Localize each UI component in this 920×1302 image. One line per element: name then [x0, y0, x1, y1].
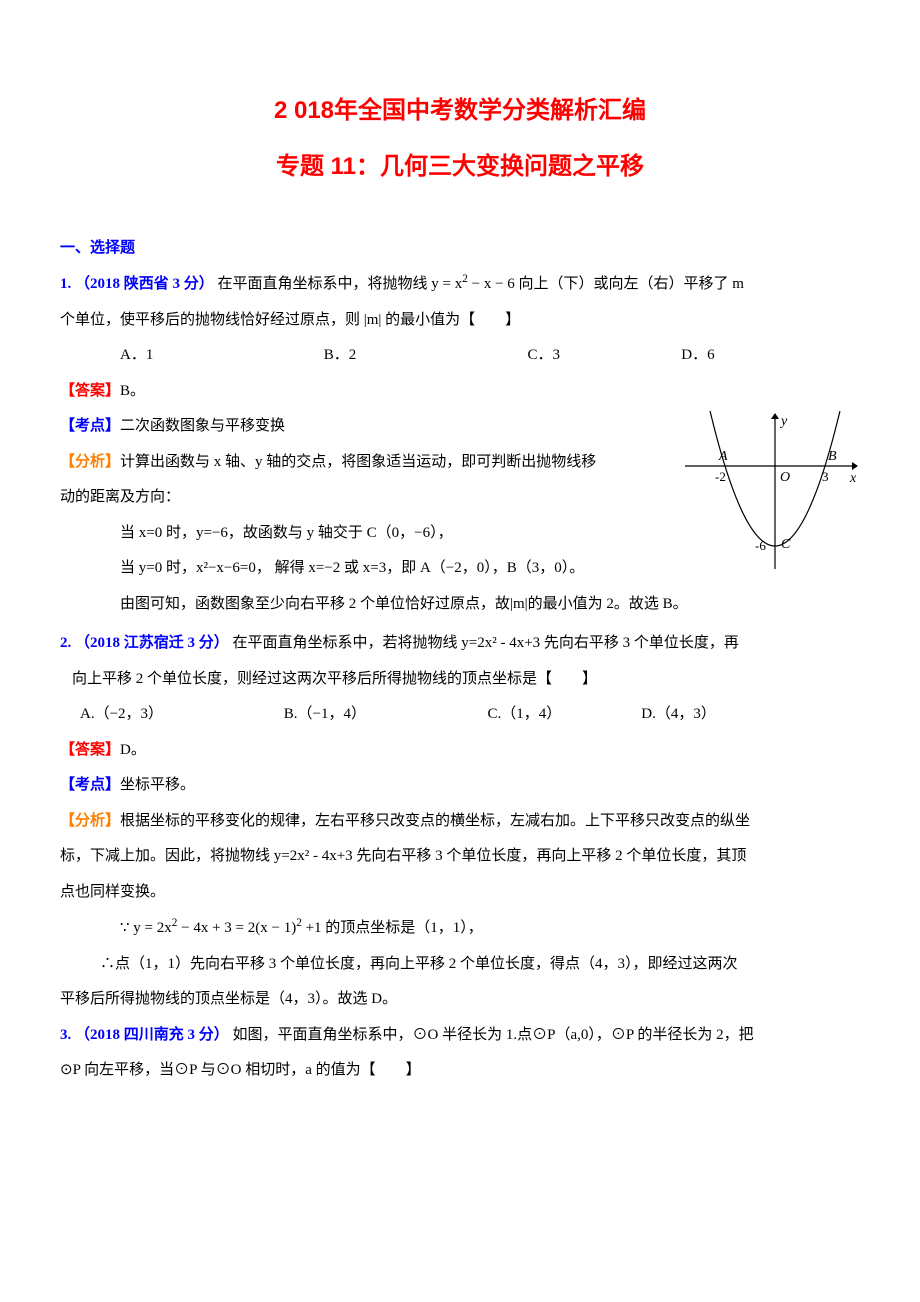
main-title-1: 2 018年全国中考数学分类解析汇编: [60, 86, 860, 136]
q2-opt-c: C.（1，4）: [488, 699, 638, 731]
q1-source: （2018 陕西省 3 分）: [75, 276, 214, 292]
svg-text:-6: -6: [755, 538, 766, 553]
q2-fx-l4b: − 4x + 3 = 2(x − 1): [177, 920, 296, 936]
kaodian-label: 【考点】: [60, 418, 120, 434]
q1-stem-line2: 个单位，使平移后的抛物线恰好经过原点，则 |m| 的最小值为【 】: [60, 305, 860, 337]
q2-stem-line2: 向上平移 2 个单位长度，则经过这两次平移后所得抛物线的顶点坐标是【 】: [60, 664, 860, 696]
q2-opt-a: A.（−2，3）: [80, 699, 280, 731]
q2-answer: 【答案】D。: [60, 735, 860, 767]
q2-fx-l4a: ∵ y = 2x: [120, 920, 172, 936]
q2-number: 2.: [60, 635, 71, 651]
q2-answer-value: D。: [120, 742, 146, 758]
q1-graph: y x O A B -2 3 -6 C: [680, 411, 860, 571]
q2-opt-b: B.（−1，4）: [284, 699, 484, 731]
answer-label: 【答案】: [60, 383, 120, 399]
q2-kaodian-text: 坐标平移。: [120, 777, 195, 793]
q1-answer: 【答案】B。: [60, 376, 860, 408]
q3-stem-line2: ⊙P 向左平移，当⊙P 与⊙O 相切时，a 的值为【 】: [60, 1055, 860, 1087]
q1-opt-d: D．6: [681, 340, 801, 372]
kaodian-label: 【考点】: [60, 777, 120, 793]
q2-fenxi-line1: 【分析】根据坐标的平移变化的规律，左右平移只改变点的横坐标，左减右加。上下平移只…: [60, 806, 860, 838]
q1-opt-a: A．1: [120, 340, 320, 372]
q2-kaodian: 【考点】坐标平移。: [60, 770, 860, 802]
q1-fenxi-line5: 由图可知，函数图象至少向右平移 2 个单位恰好过原点，故|m|的最小值为 2。故…: [60, 589, 860, 621]
q2-body-a: 在平面直角坐标系中，若将抛物线 y=2x² - 4x+3 先向右平移 3 个单位…: [233, 635, 739, 651]
q2-fenxi-line4: ∵ y = 2x2 − 4x + 3 = 2(x − 1)2 +1 的顶点坐标是…: [60, 912, 860, 945]
q3-stem-line1: 3. （2018 四川南充 3 分） 如图，平面直角坐标系中，⊙O 半径长为 1…: [60, 1020, 860, 1052]
q1-fx-l1: 计算出函数与 x 轴、y 轴的交点，将图象适当运动，即可判断出抛物线移: [120, 454, 596, 470]
q2-fx-l1: 根据坐标的平移变化的规律，左右平移只改变点的横坐标，左减右加。上下平移只改变点的…: [120, 813, 750, 829]
q2-fenxi-line6: 平移后所得抛物线的顶点坐标是（4，3）。故选 D。: [60, 984, 860, 1016]
q2-stem-line1: 2. （2018 江苏宿迁 3 分） 在平面直角坐标系中，若将抛物线 y=2x²…: [60, 628, 860, 660]
svg-text:x: x: [849, 471, 857, 486]
fenxi-label: 【分析】: [60, 454, 120, 470]
q1-body-b: − x − 6 向上（下）或向左（右）平移了 m: [468, 276, 744, 292]
svg-text:O: O: [780, 470, 790, 485]
answer-label: 【答案】: [60, 742, 120, 758]
q2-source: （2018 江苏宿迁 3 分）: [75, 635, 229, 651]
q1-options: A．1 B．2 C．3 D．6: [60, 340, 860, 372]
q2-fenxi-line5: ∴点（1，1）先向右平移 3 个单位长度，再向上平移 2 个单位长度，得点（4，…: [60, 949, 860, 981]
q3-number: 3.: [60, 1027, 71, 1043]
q1-number: 1.: [60, 276, 71, 292]
q2-fx-l4c: +1 的顶点坐标是（1，1），: [302, 920, 483, 936]
q3-body-a: 如图，平面直角坐标系中，⊙O 半径长为 1.点⊙P（a,0），⊙P 的半径长为 …: [233, 1027, 754, 1043]
q1-answer-value: B。: [120, 383, 145, 399]
svg-text:3: 3: [822, 469, 829, 484]
q1-opt-b: B．2: [324, 340, 524, 372]
q1-opt-c: C．3: [528, 340, 678, 372]
q2-fenxi-line3: 点也同样变换。: [60, 877, 860, 909]
svg-text:-2: -2: [715, 469, 726, 484]
section-heading: 一、选择题: [60, 240, 135, 256]
q1-kaodian-text: 二次函数图象与平移变换: [120, 418, 285, 434]
svg-text:A: A: [718, 449, 728, 464]
svg-text:B: B: [828, 449, 837, 464]
q1-body-a: 在平面直角坐标系中，将抛物线 y = x: [218, 276, 463, 292]
fenxi-label: 【分析】: [60, 813, 120, 829]
q1-stem-line1: 1. （2018 陕西省 3 分） 在平面直角坐标系中，将抛物线 y = x2 …: [60, 268, 860, 301]
main-title-2: 专题 11：几何三大变换问题之平移: [60, 142, 860, 192]
svg-text:C: C: [781, 537, 791, 552]
q2-opt-d: D.（4，3）: [641, 699, 761, 731]
q2-options: A.（−2，3） B.（−1，4） C.（1，4） D.（4，3）: [60, 699, 860, 731]
svg-text:y: y: [779, 414, 788, 429]
q2-fenxi-line2: 标，下减上加。因此，将抛物线 y=2x² - 4x+3 先向右平移 3 个单位长…: [60, 841, 860, 873]
q3-source: （2018 四川南充 3 分）: [75, 1027, 229, 1043]
